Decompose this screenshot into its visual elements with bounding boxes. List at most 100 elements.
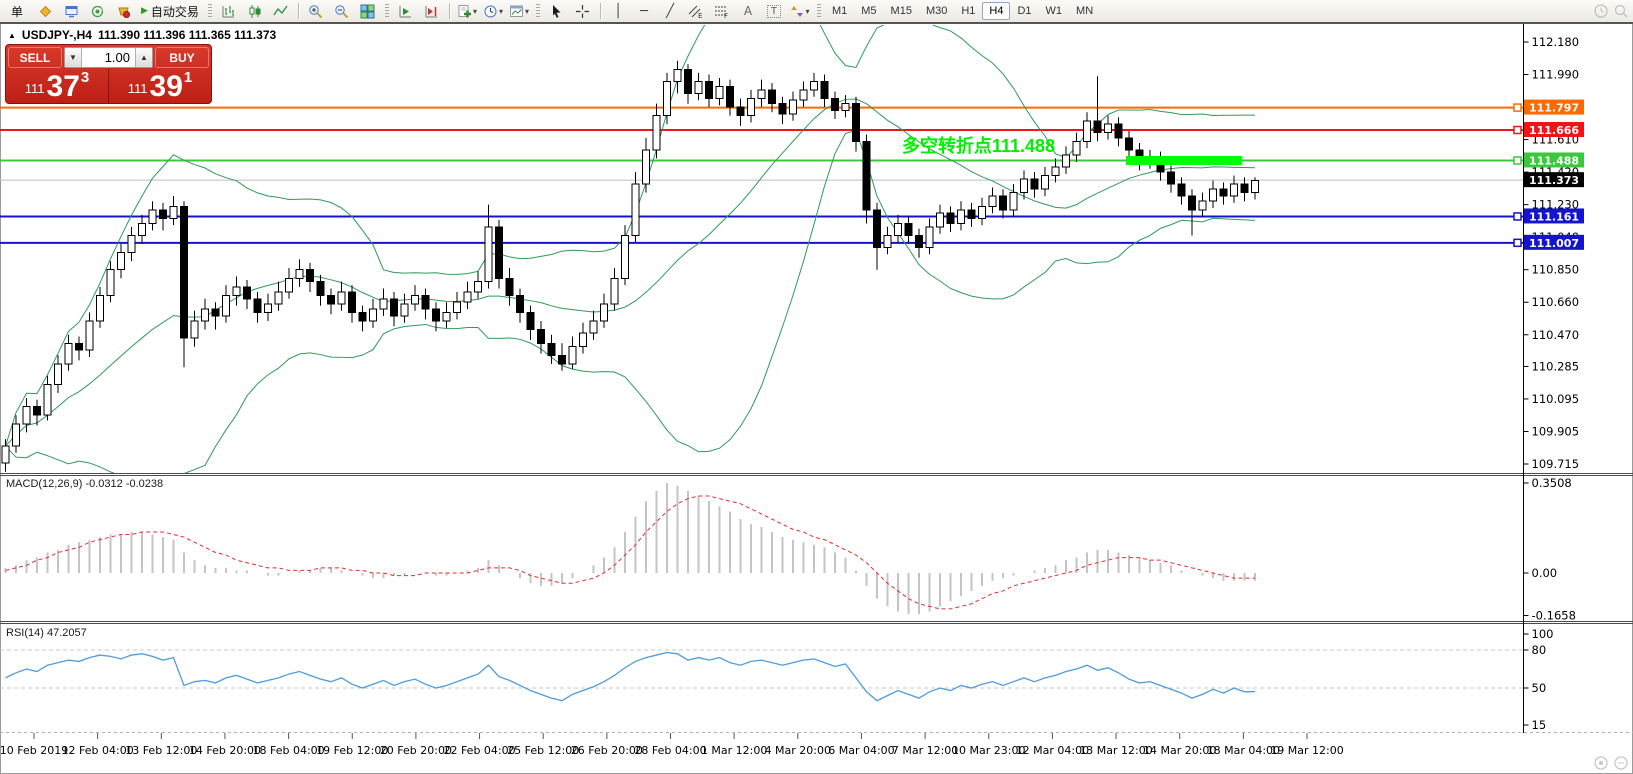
buy-button[interactable]: BUY (155, 47, 209, 68)
zoom-in-icon (309, 4, 323, 18)
crosshair-button[interactable] (570, 1, 596, 22)
zoom-out-button[interactable] (329, 1, 355, 22)
timeframe-w1[interactable]: W1 (1045, 5, 1063, 17)
timeframe-m1[interactable]: M1 (831, 5, 848, 17)
line-chart-icon (273, 5, 288, 15)
timeframe-h1[interactable]: H1 (961, 5, 976, 17)
svg-text:14 Mar 20:00: 14 Mar 20:00 (1143, 744, 1216, 757)
volume-spinner: ▼ 1.00 ▲ (64, 47, 153, 68)
toolbar-grip[interactable] (535, 4, 540, 18)
timeframe-m15[interactable]: M15 (890, 5, 912, 17)
buy-price[interactable]: 111 39 1 (109, 69, 211, 103)
svg-text:10 Feb 2019: 10 Feb 2019 (0, 744, 68, 757)
fibonacci-tool[interactable]: F (709, 1, 735, 22)
svg-text:110.285: 110.285 (1532, 359, 1580, 373)
channel-tool[interactable]: E (683, 1, 709, 22)
text-tool[interactable]: A (743, 4, 753, 18)
bar-chart-icon (222, 5, 235, 17)
channel-icon: E (688, 5, 702, 19)
new-order-button[interactable]: 单 (10, 4, 23, 19)
svg-text:111.161: 111.161 (1529, 210, 1579, 223)
svg-text:18 Feb 04:00: 18 Feb 04:00 (253, 744, 325, 757)
timeframe-m30[interactable]: M30 (925, 5, 948, 17)
arrows-icon (791, 5, 804, 17)
chart-shift-button[interactable] (419, 1, 445, 22)
buy-price-handle: 111 (127, 81, 148, 96)
periods-button[interactable]: ▾ (480, 1, 506, 22)
search-icon[interactable] (1613, 3, 1629, 19)
timeframe-h4[interactable]: H4 (982, 2, 1011, 20)
auto-scroll-button[interactable] (393, 1, 419, 22)
zoom-in-button[interactable] (303, 1, 329, 22)
svg-text:1 Mar 12:00: 1 Mar 12:00 (701, 744, 767, 757)
svg-text:19 Mar 12:00: 19 Mar 12:00 (1270, 744, 1343, 757)
auto-scroll-icon (399, 5, 412, 17)
tile-windows-button[interactable] (355, 1, 381, 22)
signals-button[interactable] (84, 1, 110, 22)
arrows-tool[interactable]: ▾ (787, 1, 813, 22)
svg-text:15: 15 (1532, 718, 1547, 732)
tile-windows-icon (360, 4, 375, 18)
svg-text:18 Mar 04:00: 18 Mar 04:00 (1207, 744, 1280, 757)
crosshair-icon (576, 4, 590, 18)
svg-text:0.3508: 0.3508 (1532, 476, 1572, 490)
sell-button[interactable]: SELL (8, 47, 62, 68)
bar-chart-button[interactable] (216, 1, 242, 22)
ohlc-values: 111.390 111.396 111.365 111.373 (97, 28, 277, 42)
volume-field[interactable]: 1.00 (104, 50, 130, 65)
toolbar-grip[interactable] (816, 4, 821, 18)
line-chart-button[interactable] (268, 1, 294, 22)
autotrading-button[interactable]: ▶ 自动交易 (141, 4, 199, 19)
templates-button[interactable]: ▾ (506, 1, 532, 22)
timeframe-d1[interactable]: D1 (1017, 5, 1032, 17)
sell-price[interactable]: 111 37 3 (6, 69, 109, 103)
svg-text:110.850: 110.850 (1532, 263, 1580, 277)
timeframe-mn[interactable]: MN (1076, 5, 1094, 17)
svg-text:111.488: 111.488 (1529, 154, 1579, 167)
candlestick-chart-button[interactable] (242, 1, 268, 22)
svg-text:111.990: 111.990 (1532, 68, 1580, 82)
timeframe-m5[interactable]: M5 (861, 5, 877, 17)
trendline-tool[interactable]: ╱ (666, 3, 674, 19)
svg-text:26 Feb 20:00: 26 Feb 20:00 (571, 744, 643, 757)
volume-increase-button[interactable]: ▲ (135, 48, 152, 67)
scroll-knob-icon[interactable] (1613, 755, 1629, 771)
sell-price-pip: 3 (80, 69, 90, 86)
one-click-trading-panel: SELL ▼ 1.00 ▲ BUY 111 37 3 111 39 1 (5, 44, 212, 104)
horizontal-line-tool[interactable]: ─ (640, 3, 648, 19)
svg-text:110.470: 110.470 (1532, 328, 1580, 342)
sell-price-big: 37 (46, 69, 80, 103)
template-icon (509, 5, 523, 17)
toolbar-grip[interactable] (384, 4, 389, 18)
svg-text:F: F (724, 12, 728, 19)
diamond-icon (39, 5, 51, 17)
volume-decrease-button[interactable]: ▼ (65, 48, 82, 67)
market-watch-button[interactable] (58, 1, 84, 22)
toolbar: 单 ▶ 自动交易 (0, 0, 1633, 22)
indicators-button[interactable]: ▾ (454, 1, 480, 22)
candlestick-icon (249, 4, 261, 18)
macd-indicator-label: MACD(12,26,9) -0.0312 -0.0238 (6, 478, 164, 490)
svg-text:13 Mar 12:00: 13 Mar 12:00 (1079, 744, 1152, 757)
svg-text:112.180: 112.180 (1532, 35, 1580, 49)
toolbar-separator (599, 3, 601, 19)
svg-text:12 Feb 04:00: 12 Feb 04:00 (62, 744, 134, 757)
metaeditor-button[interactable] (32, 1, 58, 22)
vertical-line-tool[interactable]: │ (614, 3, 622, 19)
pivot-annotation[interactable]: 多空转折点111.488 (902, 136, 1056, 156)
scroll-knob-icon[interactable] (1593, 755, 1609, 771)
svg-text:20 Feb 20:00: 20 Feb 20:00 (380, 744, 452, 757)
svg-text:25 Feb 12:00: 25 Feb 12:00 (507, 744, 579, 757)
chart-title: ▲ USDJPY-,H4 111.390 111.396 111.365 111… (8, 28, 276, 42)
cursor-button[interactable] (544, 1, 570, 22)
dropdown-icon: ▾ (498, 6, 503, 16)
add-indicator-icon (458, 4, 471, 17)
svg-text:50: 50 (1532, 681, 1547, 695)
history-center-button[interactable] (110, 1, 136, 22)
clock-icon[interactable] (1593, 3, 1609, 19)
collapse-panel-icon[interactable]: ▲ (8, 30, 16, 40)
toolbar-grip[interactable] (207, 4, 212, 18)
text-label-tool[interactable]: T (761, 1, 787, 22)
